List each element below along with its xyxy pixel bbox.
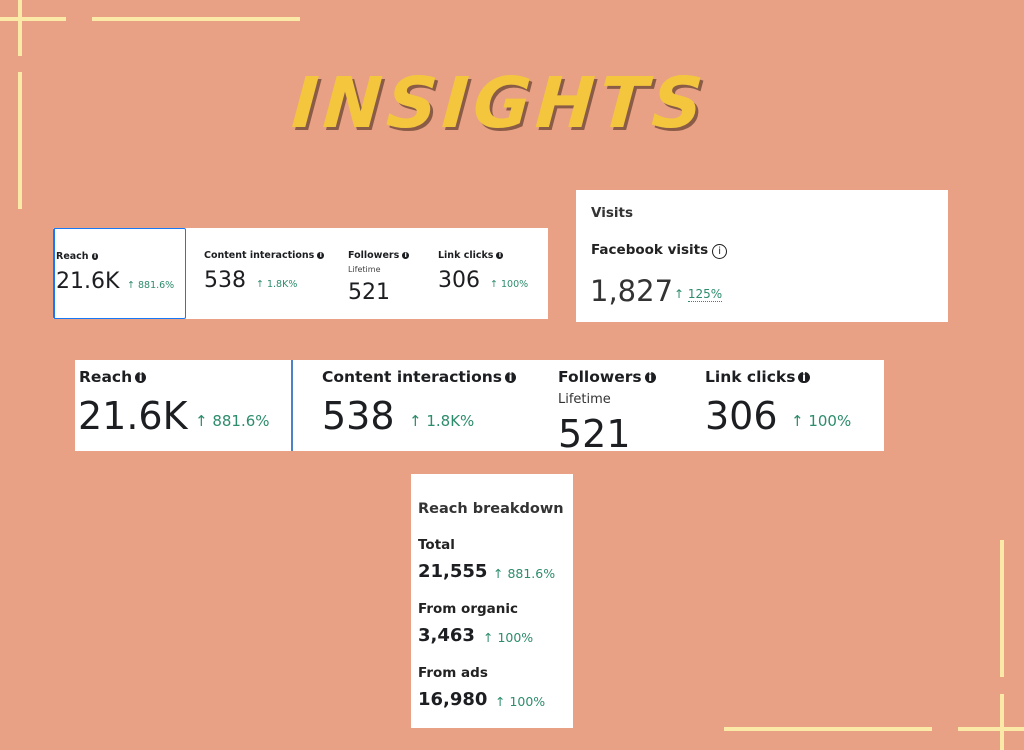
metric-change: ↑ 881.6%: [195, 412, 270, 430]
metric-label: Reach i: [56, 251, 99, 262]
metric-label: Content interactions i: [204, 250, 325, 261]
breakdown-row-value: 16,980: [418, 689, 488, 710]
metric-value: 538: [322, 394, 395, 438]
metric-label: Link clicks i: [438, 250, 504, 261]
selected-divider: [291, 360, 293, 451]
breakdown-row-change: ↑ 100%: [483, 630, 534, 645]
metric-link-clicks-small[interactable]: Link clicks i 306 ↑ 100%: [438, 228, 543, 319]
metric-value: 521: [348, 280, 390, 305]
metric-change: ↑ 100%: [791, 412, 852, 430]
metric-value: 521: [558, 412, 631, 456]
metric-reach-small[interactable]: Reach i 21.6K ↑ 881.6%: [53, 228, 186, 319]
reach-breakdown-heading: Reach breakdown: [418, 501, 564, 517]
metric-label: Reach i: [79, 368, 147, 386]
metric-value: 538: [204, 268, 246, 293]
visits-heading: Visits: [591, 205, 633, 221]
metric-label: Followers i: [348, 250, 410, 261]
decor-line-right-v: [1000, 540, 1004, 677]
metric-change: ↑ 1.8K%: [409, 412, 475, 430]
metric-value: 21.6K: [56, 269, 120, 294]
metric-change: ↑ 100%: [490, 279, 529, 290]
decor-line-top-left-v: [18, 0, 22, 56]
info-icon: i: [317, 252, 325, 259]
decor-line-top-left-h: [0, 17, 66, 21]
metric-content-interactions-small[interactable]: Content interactions i 538 ↑ 1.8K%: [198, 228, 338, 319]
metric-label: Followers i: [558, 368, 656, 386]
info-icon: i: [91, 253, 99, 260]
change-percent[interactable]: 125%: [687, 287, 723, 302]
metric-followers-small[interactable]: Followers i Lifetime 521: [348, 228, 433, 319]
metric-sublabel: Lifetime: [348, 265, 381, 274]
reach-breakdown-card: Reach breakdown Total 21,555 ↑ 881.6% Fr…: [411, 474, 573, 728]
facebook-visits-label: Facebook visits i: [591, 242, 728, 259]
info-icon: i: [505, 372, 517, 383]
breakdown-row-label: Total: [418, 537, 455, 553]
decor-line-left-v: [18, 72, 22, 209]
breakdown-row-value: 21,555: [418, 561, 488, 582]
decor-line-bottom-right-v: [1000, 694, 1004, 750]
metric-label: Content interactions i: [322, 368, 517, 386]
metric-change: ↑ 881.6%: [127, 280, 175, 291]
decor-line-top-h: [92, 17, 300, 21]
metric-change: ↑ 1.8K%: [256, 279, 298, 290]
info-icon: i: [644, 372, 656, 383]
metric-sublabel: Lifetime: [558, 392, 611, 407]
breakdown-row-label: From organic: [418, 601, 519, 617]
decor-line-bottom-h: [724, 727, 932, 731]
info-icon: i: [798, 372, 810, 383]
breakdown-row-change: ↑ 881.6%: [493, 566, 556, 581]
info-icon: i: [402, 252, 410, 259]
breakdown-row-change: ↑ 100%: [495, 694, 546, 709]
info-outline-icon[interactable]: i: [712, 244, 728, 259]
metric-value: 306: [705, 394, 778, 438]
visits-card: Visits Facebook visits i 1,827 ↑ 125%: [576, 190, 948, 322]
metric-value: 306: [438, 268, 480, 293]
info-icon: i: [135, 372, 147, 383]
metric-value: 21.6K: [78, 394, 188, 438]
info-icon: i: [496, 252, 504, 259]
facebook-visits-change: ↑ 125%: [674, 287, 723, 302]
metrics-strip-large: Reach i 21.6K ↑ 881.6% Content interactio…: [75, 360, 884, 456]
facebook-visits-value: 1,827: [590, 274, 674, 308]
decor-line-bottom-right-h: [958, 727, 1024, 731]
metrics-strip-small: Reach i 21.6K ↑ 881.6% Content interactio…: [53, 228, 548, 319]
arrow-up-icon: ↑: [674, 287, 685, 301]
breakdown-row-label: From ads: [418, 665, 488, 681]
metric-label: Link clicks i: [705, 368, 810, 386]
breakdown-row-value: 3,463: [418, 625, 475, 646]
page-title: INSIGHTS: [289, 62, 711, 144]
